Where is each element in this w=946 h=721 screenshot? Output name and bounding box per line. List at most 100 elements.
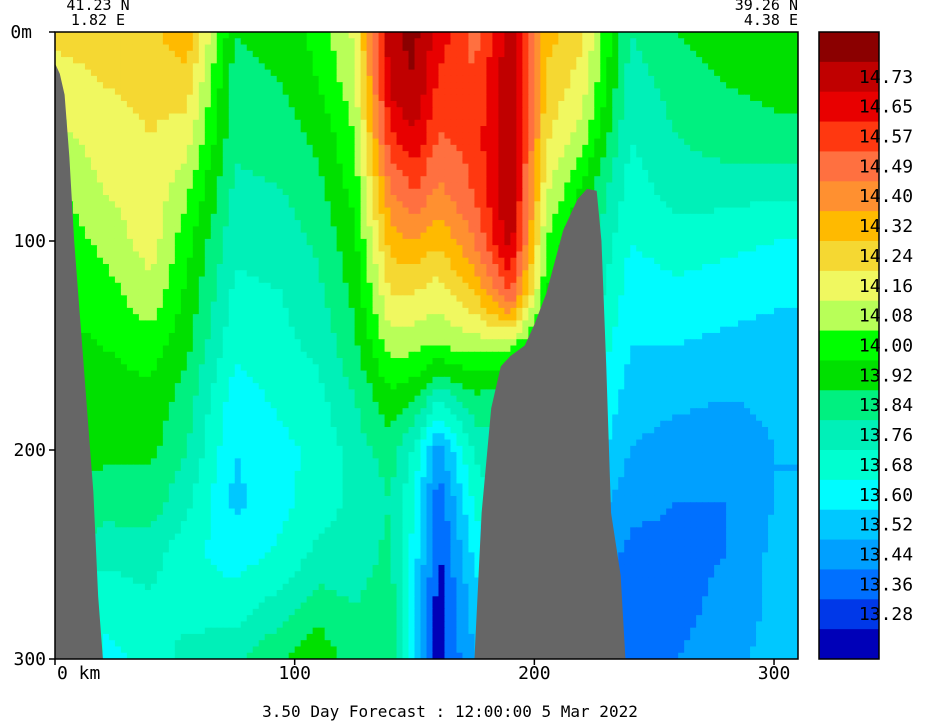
temperature-cell [390,144,398,152]
temperature-cell [522,132,529,140]
temperature-cell [330,157,338,165]
temperature-cell [192,75,200,83]
temperature-cell [456,251,464,259]
temperature-cell [228,44,236,52]
temperature-cell [456,238,464,246]
temperature-cell [66,163,74,171]
temperature-cell [540,75,547,83]
temperature-cell [204,57,212,64]
temperature-cell [594,126,601,133]
temperature-cell [786,38,793,46]
temperature-cell [522,213,529,221]
temperature-cell [426,226,434,234]
temperature-cell [102,57,110,64]
temperature-cell [216,132,224,140]
temperature-cell [258,157,266,165]
temperature-cell [120,226,128,234]
temperature-cell [342,119,350,127]
temperature-cell [234,126,242,133]
temperature-cell [390,182,398,190]
temperature-cell [204,213,212,221]
temperature-cell [138,94,146,102]
temperature-cell [564,207,571,215]
temperature-cell [636,94,643,102]
temperature-cell [294,138,302,146]
temperature-cell [198,245,206,253]
temperature-cell [114,32,122,39]
temperature-cell [342,107,350,115]
temperature-cell [180,63,188,71]
temperature-cell [444,207,452,215]
temperature-cell [450,69,458,77]
temperature-cell [108,75,116,83]
temperature-cell [426,100,434,108]
temperature-cell [156,157,164,165]
temperature-cell [102,270,110,278]
temperature-cell [714,63,721,71]
temperature-cell [288,263,296,271]
temperature-cell [288,151,296,158]
temperature-cell [414,113,422,121]
temperature-cell [390,226,398,234]
temperature-cell [132,138,140,146]
temperature-cell [450,138,458,146]
temperature-cell [354,226,362,234]
temperature-cell [240,57,248,64]
temperature-cell [234,82,242,90]
temperature-cell [90,257,98,265]
temperature-cell [234,195,242,202]
temperature-cell [510,144,517,152]
temperature-cell [240,132,248,140]
temperature-cell [96,169,104,177]
temperature-cell [468,176,476,184]
temperature-cell [522,163,529,171]
temperature-cell [360,263,368,271]
temperature-cell [96,32,104,39]
temperature-cell [96,100,104,108]
temperature-cell [738,220,745,227]
temperature-cell [240,157,248,165]
temperature-cell [228,38,236,46]
temperature-cell [684,251,691,259]
temperature-cell [414,207,422,215]
temperature-cell [366,213,374,221]
temperature-cell [516,32,523,39]
temperature-cell [300,126,308,133]
temperature-cell [384,57,392,64]
temperature-cell [84,182,92,190]
temperature-cell [126,169,134,177]
temperature-cell [426,132,434,140]
temperature-cell [390,213,398,221]
temperature-cell [672,169,679,177]
temperature-cell [174,138,182,146]
temperature-cell [390,32,398,39]
temperature-cell [684,213,691,221]
temperature-cell [618,107,625,115]
temperature-cell [384,226,392,234]
temperature-cell [636,126,643,133]
temperature-cell [432,44,440,52]
temperature-cell [108,69,116,77]
temperature-cell [144,238,152,246]
temperature-cell [672,113,679,121]
temperature-cell [228,119,236,127]
temperature-cell [84,75,92,83]
temperature-cell [504,213,511,221]
temperature-cell [228,113,236,121]
temperature-cell [144,201,152,209]
temperature-cell [486,188,494,196]
temperature-cell [168,69,176,77]
temperature-cell [606,163,613,171]
temperature-cell [786,138,793,146]
temperature-cell [408,257,416,265]
temperature-cell [624,201,631,209]
temperature-cell [402,195,410,202]
temperature-cell [618,119,625,127]
temperature-cell [144,232,152,240]
temperature-cell [156,188,164,196]
temperature-cell [78,276,86,284]
temperature-cell [126,144,134,152]
temperature-cell [654,182,661,190]
temperature-cell [438,251,446,259]
temperature-cell [318,195,326,202]
